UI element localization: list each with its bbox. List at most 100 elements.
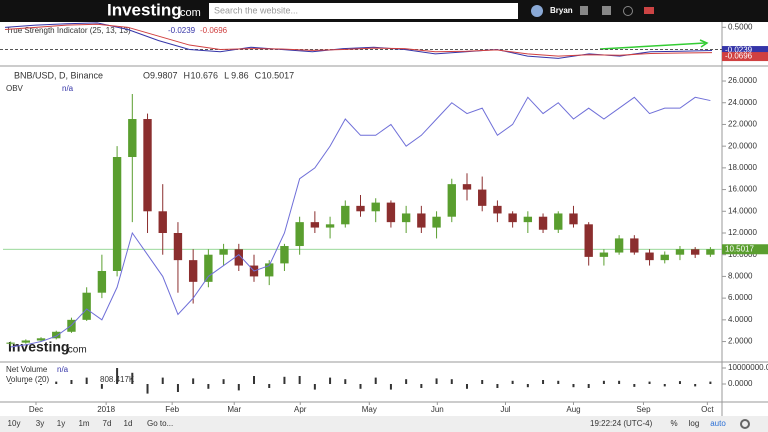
volume-bar [511, 380, 514, 384]
tsi-value: -0.0239 [168, 26, 196, 35]
candle-body [325, 224, 335, 228]
candle-body [219, 249, 228, 255]
candle-body [204, 254, 213, 282]
volume-bar [618, 380, 621, 384]
search-placeholder: Search the website... [214, 5, 298, 15]
x-tick-label: Apr [294, 405, 307, 414]
obv-value: n/a [62, 84, 74, 93]
volume-bar [496, 384, 499, 388]
settings-icon[interactable] [740, 419, 750, 429]
volume-bar [359, 384, 362, 389]
volume-bar [24, 382, 27, 384]
search-box[interactable] [209, 3, 518, 19]
candle-body [523, 216, 533, 223]
range-button[interactable]: 7d [103, 419, 112, 428]
bottom-bar [0, 416, 768, 432]
x-tick-label: Aug [566, 405, 580, 414]
volume-value: n/a [57, 365, 69, 374]
obv-line [10, 96, 711, 348]
option-button[interactable]: auto [710, 419, 726, 428]
volume-bar [572, 384, 575, 388]
y-tick-label: 22.0000 [728, 120, 757, 129]
y-tick-label: 18.0000 [728, 163, 757, 172]
last-price-label: 10.5017 [725, 244, 754, 253]
avatar[interactable] [531, 5, 543, 17]
y-tick-label: 12.0000 [728, 228, 757, 237]
range-button[interactable]: 1d [124, 419, 133, 428]
candle-body [280, 246, 289, 264]
volume-subtitle: Volume (20) [6, 375, 49, 384]
user-name[interactable]: Bryan [550, 6, 573, 15]
volume-bar [237, 384, 240, 391]
candle-body [21, 340, 31, 343]
volume-bar [557, 380, 560, 384]
watermark: .com [65, 345, 87, 356]
ohlc-value: 10.676 [191, 70, 219, 80]
volume-bar [146, 384, 149, 394]
x-tick-label: Dec [29, 405, 43, 414]
range-button[interactable]: 10y [8, 419, 21, 428]
volume-bar [663, 384, 666, 387]
candle-body [188, 260, 198, 282]
logo-suffix: .com [177, 7, 201, 19]
x-tick-label: May [362, 405, 377, 414]
y-tick-label: 10.0000 [728, 250, 757, 259]
logo[interactable]: Investing [107, 0, 182, 19]
candle-body [143, 119, 152, 212]
volume-bar [450, 379, 453, 384]
candle-body [645, 252, 654, 261]
volume-bar [192, 378, 195, 384]
range-button[interactable]: 1m [78, 419, 89, 428]
volume-bar [55, 381, 58, 384]
candle-body [341, 205, 350, 225]
tsi-value-box [722, 52, 768, 62]
x-tick-label: Sep [636, 405, 651, 414]
candle-body [112, 157, 122, 271]
goto[interactable]: Go to... [147, 419, 173, 428]
x-tick-label: Oct [701, 405, 714, 414]
y-tick-label: 24.0000 [728, 98, 757, 107]
tsi-title: True Strength Indicator (25, 13, 13) [6, 26, 131, 35]
volume-bar [374, 377, 377, 384]
volume-bar [298, 376, 301, 384]
candle-body [386, 202, 396, 223]
volume-bar [131, 372, 134, 384]
candle-body [6, 342, 15, 344]
volume-bar [648, 381, 651, 384]
y-tick-label: 4.0000 [728, 315, 753, 324]
x-tick-label: Feb [165, 405, 179, 414]
volume-bar [207, 384, 210, 389]
x-tick-label: Jun [431, 405, 444, 414]
ohlc-key: C [255, 70, 262, 80]
volume-bar [329, 377, 332, 384]
flag[interactable] [644, 7, 654, 14]
y-tick-label: 6.0000 [728, 293, 753, 302]
candle-body [538, 216, 548, 230]
volume-bar [70, 380, 73, 384]
ohlc-value: 9.9807 [150, 70, 178, 80]
volume-bar [313, 384, 316, 390]
candle-body [310, 222, 320, 228]
icon[interactable] [602, 6, 611, 15]
option-button[interactable]: log [689, 419, 700, 428]
candle-body [706, 249, 715, 255]
candle-body [401, 213, 411, 223]
volume-bar [602, 380, 605, 384]
obv-label: OBV [6, 84, 24, 93]
y-tick-label: 10000000.0 [728, 363, 768, 372]
candle-body [569, 213, 578, 225]
candle-body [36, 338, 46, 341]
ohlc-key: O [143, 70, 150, 80]
candle-body [584, 224, 593, 257]
candle-body [128, 119, 137, 158]
range-button[interactable]: 3y [36, 419, 44, 428]
icon[interactable] [623, 6, 633, 16]
candle-body [432, 216, 441, 228]
y-tick-label: 8.0000 [728, 272, 753, 281]
volume-bar [222, 379, 225, 384]
icon[interactable] [580, 6, 588, 15]
range-button[interactable]: 1y [57, 419, 65, 428]
option-button[interactable]: % [670, 419, 677, 428]
